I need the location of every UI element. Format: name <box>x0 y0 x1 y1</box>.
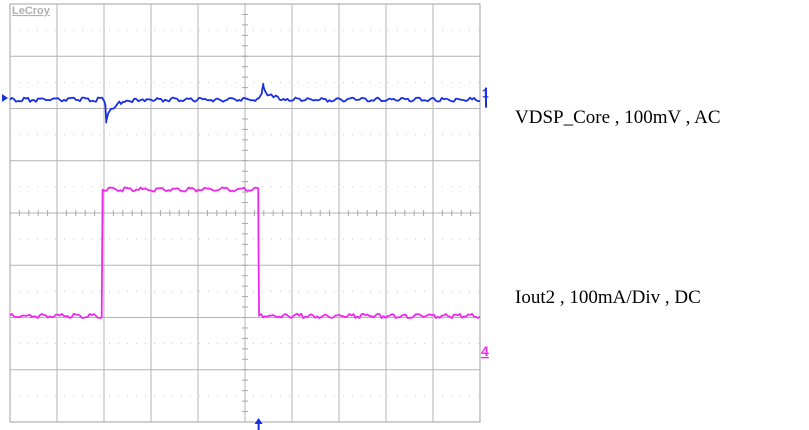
trigger-time-arrow <box>254 418 263 424</box>
oscilloscope-screen: 14 LeCroy <box>2 3 489 430</box>
channel-1-label: VDSP_Core , 100mV , AC <box>515 107 721 128</box>
scope-markers: 14 <box>2 87 489 430</box>
scope-traces <box>9 83 481 319</box>
trace-ch1 <box>9 83 481 124</box>
trigger-level-marker <box>2 94 8 103</box>
lecroy-logo: LeCroy <box>12 5 51 17</box>
channel-4-label: Iout2 , 100mA/Div , DC <box>515 287 701 308</box>
scope-grid <box>9 3 481 423</box>
trace-ch2 <box>9 186 481 319</box>
ch1-marker-label: 1 <box>482 87 489 101</box>
ch4-marker-label: 4 <box>481 343 489 359</box>
